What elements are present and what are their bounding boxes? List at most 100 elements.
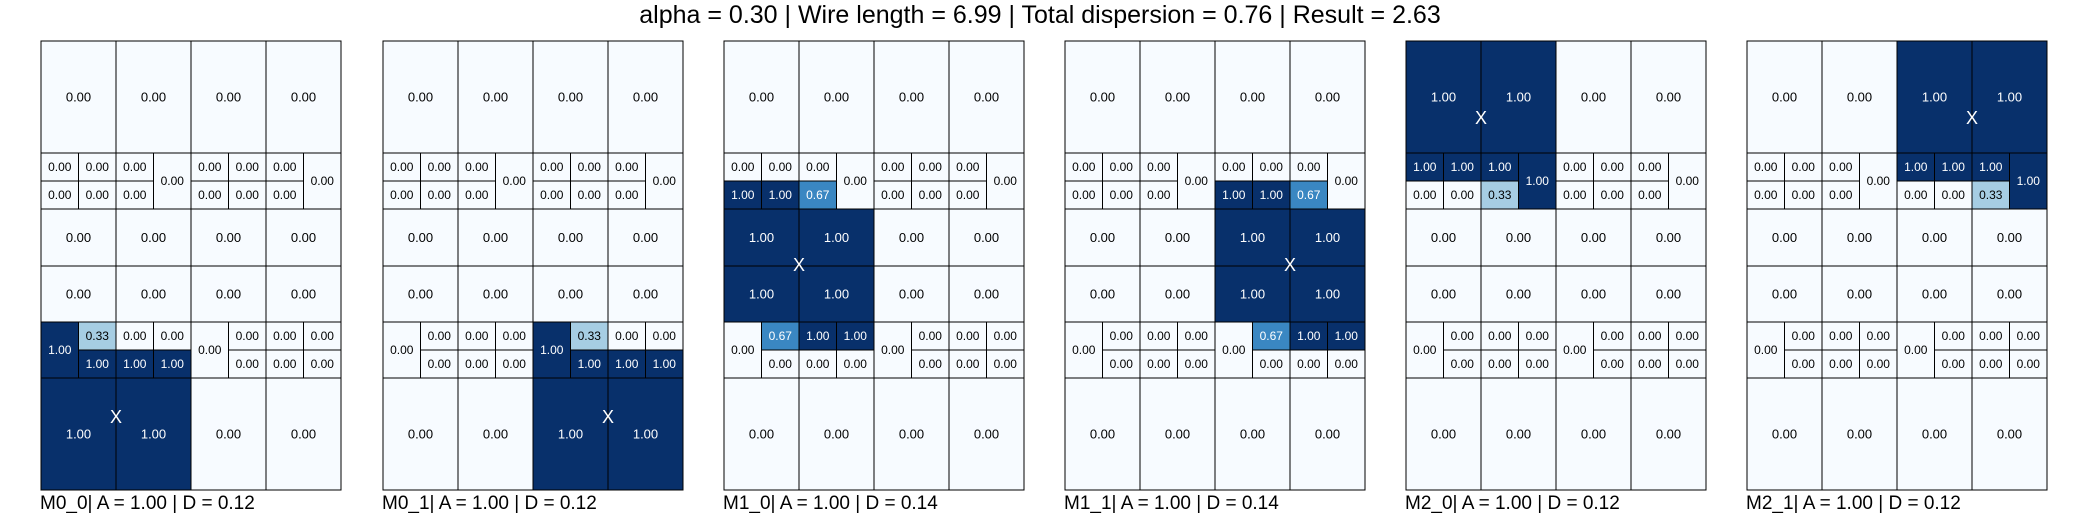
heatmap-mid2-merged-label: 0.00 [1072, 343, 1096, 357]
heatmap-mid1-b-label: 0.00 [540, 188, 564, 202]
heatmap-row3-cell [265, 208, 342, 267]
heatmap-bottom-label: 0.00 [1165, 427, 1190, 442]
heatmap-mid2-b-cell [1593, 349, 1632, 379]
heatmap-mid2-merged-cell [1405, 321, 1444, 379]
heatmap-mid1-a-label: 0.00 [769, 160, 793, 174]
heatmap-svg-2: 0.00 0.00 0.00 0.00 1.00 1.00 0.00 0.00 1.00 1.00… [723, 40, 1025, 491]
heatmap-mid2-a-label: 0.00 [1147, 329, 1171, 343]
heatmap-mid2-b-cell [1139, 349, 1178, 379]
heatmap-mid2-a-label: 0.00 [994, 329, 1018, 343]
heatmap-top-label: 0.00 [483, 90, 508, 105]
heatmap-top-label: 0.00 [1240, 90, 1265, 105]
heatmap-row3-label: 0.00 [1656, 230, 1681, 245]
heatmap-row4-label: 0.00 [1847, 287, 1872, 302]
heatmap-mid1-merged-label: 0.00 [844, 174, 868, 188]
heatmap-mid1-a-cell [1896, 152, 1935, 182]
heatmap-bottom-cell [798, 377, 875, 491]
heatmap-mid2-a-label: 0.00 [1829, 329, 1853, 343]
heatmap-mid1-merged-label: 0.00 [1335, 174, 1359, 188]
heatmap-mid2-a-label: 1.00 [1297, 329, 1321, 343]
heatmap-mid1-a-label: 0.00 [236, 160, 260, 174]
heatmap-bottom-cell [1821, 377, 1898, 491]
heatmap-mid2-b-label: 0.00 [1451, 357, 1475, 371]
heatmap-mid1-a-cell [115, 152, 154, 182]
heatmap-mid1-a-label: 0.00 [198, 160, 222, 174]
heatmap-top-cell [190, 40, 267, 154]
heatmap-mid2-a-label: 0.00 [161, 329, 185, 343]
heatmap-row4-label: 0.00 [1581, 287, 1606, 302]
heatmap-mid2-a-cell [265, 321, 304, 351]
heatmap-mid1-b-cell [761, 180, 800, 210]
heatmap-row3-label: 0.00 [141, 230, 166, 245]
heatmap-mid2-b-label: 0.00 [1676, 357, 1700, 371]
heatmap-mid2-b-cell [303, 349, 342, 379]
heatmap-row4-cell [1971, 265, 2048, 323]
heatmap-mid2-a-cell [495, 321, 534, 351]
heatmap-mid2-a-label: 0.00 [1185, 329, 1209, 343]
heatmap-row3-label: 0.00 [1165, 230, 1190, 245]
heatmap-bottom-label: 0.00 [1656, 427, 1681, 442]
heatmap-mid1-b-label: 0.00 [273, 188, 297, 202]
heatmap-mid2-b-cell [761, 349, 800, 379]
heatmap-panel-0: 0.00 0.00 0.00 0.00 0.00 0.00 0.00 0.00 0.00 0.00… [40, 40, 342, 525]
heatmap-mid2-merged-label: 0.00 [198, 343, 222, 357]
heatmap-mid2-a-label: 1.00 [806, 329, 830, 343]
heatmap-panel-4: 1.00 1.00 0.00 0.00 0.00 0.00 0.00 0.00 0.00 0.00… [1405, 40, 1707, 525]
heatmap-bottom-label: 1.00 [558, 427, 583, 442]
heatmap-mid2-b-cell [1784, 349, 1823, 379]
heatmap-bottom-cell [382, 377, 459, 491]
heatmap-row3-cell [1971, 208, 2048, 267]
heatmap-mid1-a-label: 0.00 [919, 160, 943, 174]
heatmap-row4-cell [1896, 265, 1973, 323]
heatmap-mid1-merged-cell [836, 152, 875, 210]
heatmap-mid1-merged-label: 1.00 [1526, 174, 1550, 188]
heatmap-mid1-a-label: 0.00 [390, 160, 414, 174]
heatmap-mid1-merged-cell [495, 152, 534, 210]
heatmap-mid2-merged-cell [1064, 321, 1103, 379]
heatmap-bottom-label: 0.00 [1240, 427, 1265, 442]
heatmap-mid1-b-label: 0.00 [236, 188, 260, 202]
heatmap-mid1-b-cell [1102, 180, 1141, 210]
heatmap-mid1-b-label: 0.00 [1754, 188, 1778, 202]
heatmap-mid1-a-cell [1252, 152, 1291, 182]
heatmap-mid2-a-cell [986, 321, 1025, 351]
heatmap-panel-2: 0.00 0.00 0.00 0.00 1.00 1.00 0.00 0.00 1.00 1.00… [723, 40, 1025, 525]
heatmap-top-cell [1746, 40, 1823, 154]
heatmap-row3-label: 0.00 [1922, 230, 1947, 245]
heatmap-mid1-b-label: 0.00 [615, 188, 639, 202]
heatmap-mid1-a-label: 0.00 [956, 160, 980, 174]
heatmap-mid2-a-label: 0.67 [1260, 329, 1284, 343]
heatmap-top-cell [948, 40, 1025, 154]
heatmap-top-label: 0.00 [633, 90, 658, 105]
heatmap-mid1-b-cell [382, 180, 421, 210]
heatmap-mid2-a-label: 0.00 [615, 329, 639, 343]
heatmap-mid2-merged-label: 0.00 [1904, 343, 1928, 357]
heatmap-mid2-b-label: 0.00 [919, 357, 943, 371]
heatmap-mid2-b-label: 0.00 [1829, 357, 1853, 371]
heatmap-mid2-a-label: 1.00 [1335, 329, 1359, 343]
heatmap-mid2-b-label: 0.00 [236, 357, 260, 371]
heatmap-top-cell [607, 40, 684, 154]
heatmap-mid1-a-label: 0.00 [1147, 160, 1171, 174]
heatmap-bottom-label: 0.00 [974, 427, 999, 442]
heatmap-row3-label: 0.00 [408, 230, 433, 245]
heatmap-bottom-cell [190, 377, 267, 491]
heatmap-mid1-a-label: 1.00 [1488, 160, 1512, 174]
heatmap-mid2-a-cell [2009, 321, 2048, 351]
heatmap-row3-label: 0.00 [1847, 230, 1872, 245]
heatmap-mid1-b-cell [1896, 180, 1935, 210]
heatmap-top-cell [40, 40, 117, 154]
heatmap-mid2-b-label: 0.00 [1335, 357, 1359, 371]
heatmap-mid2-b-label: 0.00 [844, 357, 868, 371]
heatmap-mid1-b-label: 0.00 [1072, 188, 1096, 202]
heatmap-top-label: 1.00 [1997, 90, 2022, 105]
heatmap-mid2-b-cell [1630, 349, 1669, 379]
heatmap-mid1-merged-cell [986, 152, 1025, 210]
heatmap-mid1-a-label: 0.00 [86, 160, 110, 174]
heatmap-mid2-a-cell [607, 321, 646, 351]
heatmap-row3-label: 0.00 [1581, 230, 1606, 245]
heatmap-bottom-cell [873, 377, 950, 491]
heatmap-bottom-cell [723, 377, 800, 491]
heatmap-bottom-label: 0.00 [483, 427, 508, 442]
heatmap-mid1-b-cell [420, 180, 459, 210]
